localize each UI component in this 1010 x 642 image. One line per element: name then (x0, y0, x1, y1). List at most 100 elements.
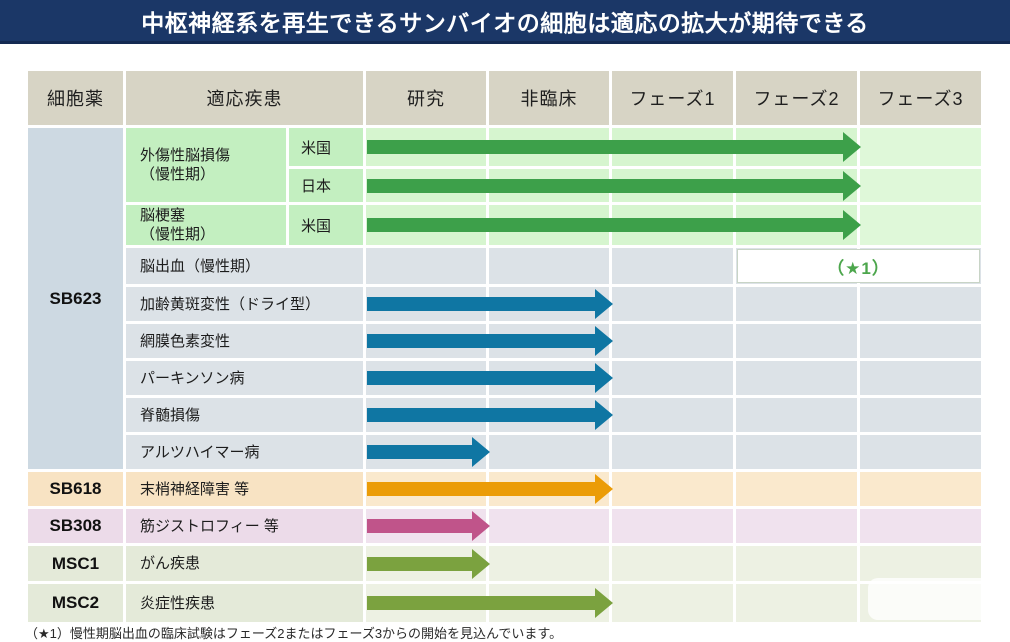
drug-label: SB623 (49, 288, 102, 308)
pipeline-table: 細胞薬 適応疾患 研究 非臨床 フェーズ1 フェーズ2 フェーズ3 SB623 … (28, 71, 981, 622)
indication-cell-peripheral-nerve: 末梢神経障害 等 (126, 472, 363, 506)
header-label: フェーズ2 (753, 89, 840, 109)
column-gridline (733, 324, 736, 358)
column-gridline (857, 472, 860, 506)
header-cell-drug: 細胞薬 (28, 71, 123, 125)
indication-label: 炎症性疾患 (140, 594, 216, 612)
indication-cell-hemorrhage: 脳出血（慢性期） (126, 248, 363, 284)
arrow-shaft (367, 482, 596, 496)
arrow-shaft (367, 218, 844, 232)
indication-cell-parkinson: パーキンソン病 (126, 361, 363, 395)
column-gridline (733, 248, 736, 284)
progress-arrow-blue (367, 363, 613, 393)
indication-label: パーキンソン病 (140, 369, 245, 387)
indication-cell-retinitis: 網膜色素変性 (126, 324, 363, 358)
indication-label: 脊髄損傷 (140, 406, 201, 424)
title-bar: 中枢神経系を再生できるサンバイオの細胞は適応の拡大が期待できる (0, 0, 1010, 44)
arrow-shaft (367, 556, 473, 571)
indication-label: 外傷性脳損傷 （慢性期） (140, 147, 231, 183)
column-gridline (733, 584, 736, 622)
column-gridline (857, 361, 860, 395)
country-label: 米国 (301, 139, 332, 157)
indication-label: 網膜色素変性 (140, 332, 231, 350)
indication-label: アルツハイマー病 (140, 443, 260, 461)
drug-label: MSC1 (51, 553, 100, 573)
progress-arrow-green (367, 170, 861, 201)
indication-label: 脳出血（慢性期） (140, 257, 261, 275)
drug-label: MSC2 (51, 593, 100, 612)
column-gridline (609, 435, 612, 469)
phase-track-amd (366, 287, 981, 321)
arrow-shaft (367, 445, 473, 459)
phase-track-alzheimer (366, 435, 981, 469)
phase-track-sb618 (366, 472, 981, 506)
country-cell-us: 米国 (289, 205, 363, 245)
column-gridline (857, 546, 860, 581)
arrow-head-icon (595, 588, 613, 618)
column-gridline (857, 509, 860, 543)
arrow-head-icon (595, 363, 613, 393)
arrow-head-icon (843, 132, 861, 162)
column-gridline (857, 584, 860, 622)
column-gridline (609, 248, 612, 284)
country-cell-us: 米国 (289, 128, 363, 166)
header-label: 細胞薬 (47, 89, 104, 109)
column-gridline (733, 546, 736, 581)
column-gridline (609, 509, 612, 543)
indication-cell-alzheimer: アルツハイマー病 (126, 435, 363, 469)
column-gridline (609, 546, 612, 581)
arrow-head-icon (595, 474, 613, 504)
country-cell-japan: 日本 (289, 169, 363, 202)
progress-arrow-orange (367, 474, 613, 504)
phase-track-hemorrhage: （★1） (366, 248, 981, 284)
column-gridline (733, 435, 736, 469)
header-cell-preclinical: 非臨床 (489, 71, 609, 125)
arrow-head-icon (472, 437, 490, 467)
progress-arrow-olive (367, 548, 490, 579)
country-label: 米国 (301, 217, 332, 235)
watermark-smudge (868, 578, 1010, 620)
indication-cell-cancer: がん疾患 (126, 546, 363, 581)
header-cell-phase1: フェーズ1 (612, 71, 733, 125)
header-cell-indication: 適応疾患 (126, 71, 363, 125)
header-cell-phase3: フェーズ3 (860, 71, 981, 125)
column-gridline (733, 472, 736, 506)
arrow-head-icon (595, 289, 613, 319)
arrow-head-icon (843, 210, 861, 240)
progress-arrow-blue (367, 326, 613, 356)
drug-label: SB308 (49, 516, 102, 535)
column-gridline (486, 248, 489, 284)
column-gridline (733, 398, 736, 432)
indication-label: 脳梗塞 （慢性期） (140, 207, 216, 243)
progress-arrow-blue (367, 400, 613, 430)
phase-track-tbi-us (366, 128, 981, 166)
indication-cell-inflammatory: 炎症性疾患 (126, 584, 363, 622)
arrow-head-icon (472, 548, 490, 579)
drug-cell-msc1: MSC1 (28, 546, 123, 581)
header-label: 非臨床 (520, 89, 578, 109)
progress-arrow-green (367, 210, 861, 240)
page-title: 中枢神経系を再生できるサンバイオの細胞は適応の拡大が期待できる (141, 9, 869, 36)
arrow-shaft (367, 140, 844, 154)
column-gridline (857, 398, 860, 432)
progress-arrow-blue (367, 289, 613, 319)
drug-label: SB618 (49, 479, 102, 498)
phase-track-retinitis (366, 324, 981, 358)
arrow-shaft (367, 519, 473, 533)
progress-arrow-green (367, 132, 861, 162)
indication-cell-tbi: 外傷性脳損傷 （慢性期） (126, 128, 286, 202)
column-gridline (733, 287, 736, 321)
drug-cell-sb308: SB308 (28, 509, 123, 543)
indication-label: 加齢黄斑変性（ドライ型） (140, 295, 321, 313)
arrow-shaft (367, 408, 596, 422)
phase-track-spinal (366, 398, 981, 432)
column-gridline (857, 287, 860, 321)
arrow-head-icon (595, 400, 613, 430)
annotation-box: （★1） (737, 249, 980, 283)
indication-cell-spinal: 脊髄損傷 (126, 398, 363, 432)
header-label: フェーズ3 (877, 89, 964, 109)
column-gridline (733, 361, 736, 395)
phase-track-msc1 (366, 546, 981, 581)
phase-track-tbi-jp (366, 169, 981, 202)
progress-arrow-pink (367, 511, 490, 541)
